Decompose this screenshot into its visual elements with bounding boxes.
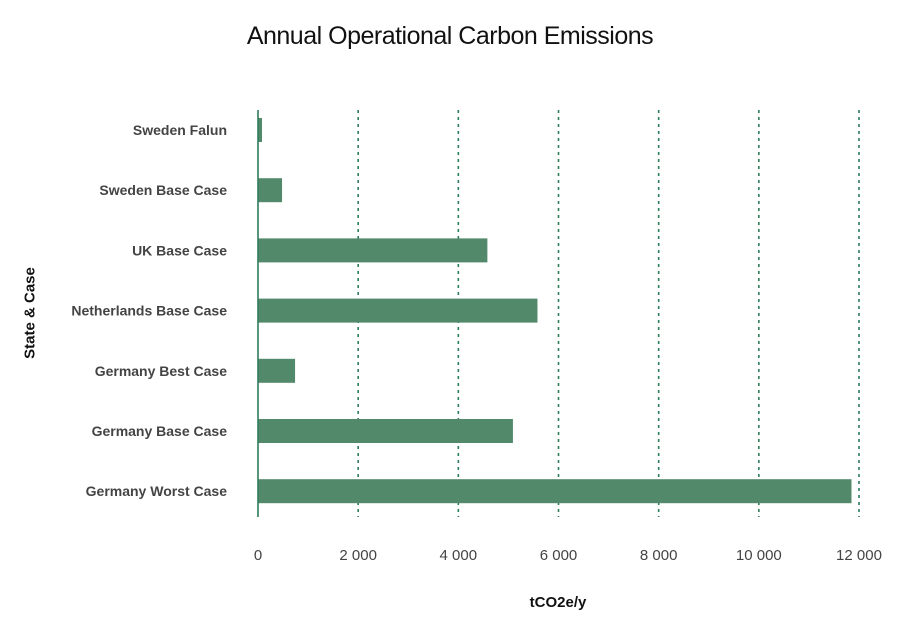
category-label: Germany Worst Case — [86, 483, 228, 499]
bar — [258, 178, 283, 203]
chart-title: Annual Operational Carbon Emissions — [246, 22, 654, 50]
bar — [258, 298, 538, 323]
x-tick-label: 10 000 — [736, 547, 782, 564]
x-axis-label: tCO2e/y — [529, 594, 587, 611]
category-label: Netherlands Base Case — [71, 303, 227, 319]
category-label: Germany Base Case — [92, 423, 228, 439]
x-tick-label: 12 000 — [836, 547, 882, 564]
x-tick-label: 2 000 — [339, 547, 377, 564]
x-tick-label: 8 000 — [640, 547, 678, 564]
bar — [258, 479, 852, 504]
category-label: Germany Best Case — [95, 363, 228, 379]
x-tick-label: 0 — [254, 547, 262, 564]
category-labels: Sweden Falun Sweden Base Case UK Base Case… — [71, 122, 227, 499]
tick-labels: 0 2 000 4 000 6 000 8 000 10 000 12 000 — [254, 547, 882, 564]
bar — [258, 118, 263, 142]
category-label: Sweden Falun — [133, 122, 227, 138]
bar — [258, 238, 488, 263]
x-tick-label: 4 000 — [440, 547, 478, 564]
x-tick-label: 6 000 — [540, 547, 578, 564]
category-label: UK Base Case — [132, 242, 227, 258]
bar — [258, 358, 296, 383]
bars — [258, 118, 852, 504]
category-label: Sweden Base Case — [99, 182, 227, 198]
bar — [258, 419, 513, 443]
